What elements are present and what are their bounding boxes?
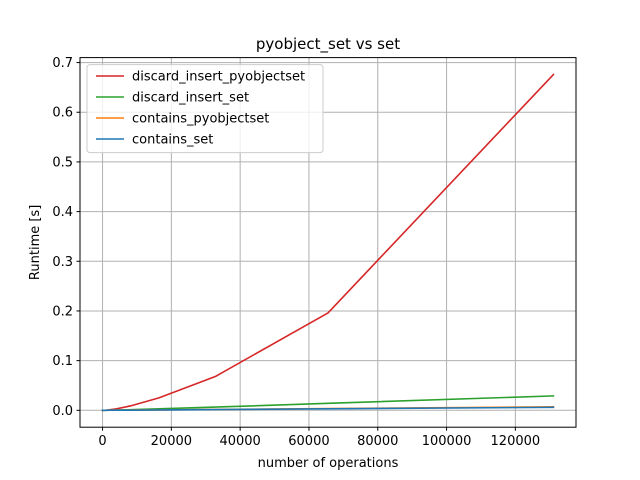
y-tick-label: 0.5 (52, 155, 73, 170)
y-tick-label: 0.6 (52, 106, 73, 121)
axis-ticks: 0 20000 40000 60000 80000 100000 120000 0.0 0.1 0… (52, 56, 540, 449)
legend-label: discard_insert_pyobjectset (132, 70, 305, 85)
y-tick-label: 0.0 (52, 404, 73, 419)
legend-label: discard_insert_set (132, 91, 249, 106)
x-axis-label: number of operations (258, 456, 399, 471)
x-tick-label: 60000 (288, 434, 329, 449)
series-line-contains-set (101, 406, 555, 412)
x-tick-label: 0 (98, 434, 106, 449)
x-tick-label: 100000 (422, 434, 472, 449)
y-tick-label: 0.3 (52, 255, 73, 270)
x-tick-label: 20000 (151, 434, 192, 449)
y-tick-label: 0.1 (52, 354, 73, 369)
plot-frame (79, 57, 577, 428)
chart-title: pyobject_set vs set (256, 35, 400, 54)
y-tick-label: 0.7 (52, 56, 73, 71)
y-tick-label: 0.2 (52, 304, 73, 319)
legend-label: contains_set (132, 133, 213, 148)
y-axis-label: Runtime [s] (28, 205, 43, 280)
series-lines (101, 73, 555, 412)
y-tick-label: 0.4 (52, 205, 73, 220)
legend: discard_insert_pyobjectset discard_insert… (86, 64, 324, 154)
legend-box (86, 64, 324, 154)
x-tick-label: 120000 (491, 434, 541, 449)
x-tick-label: 40000 (219, 434, 260, 449)
legend-label: contains_pyobjectset (132, 112, 269, 127)
grid (80, 57, 576, 428)
x-tick-label: 80000 (357, 434, 398, 449)
